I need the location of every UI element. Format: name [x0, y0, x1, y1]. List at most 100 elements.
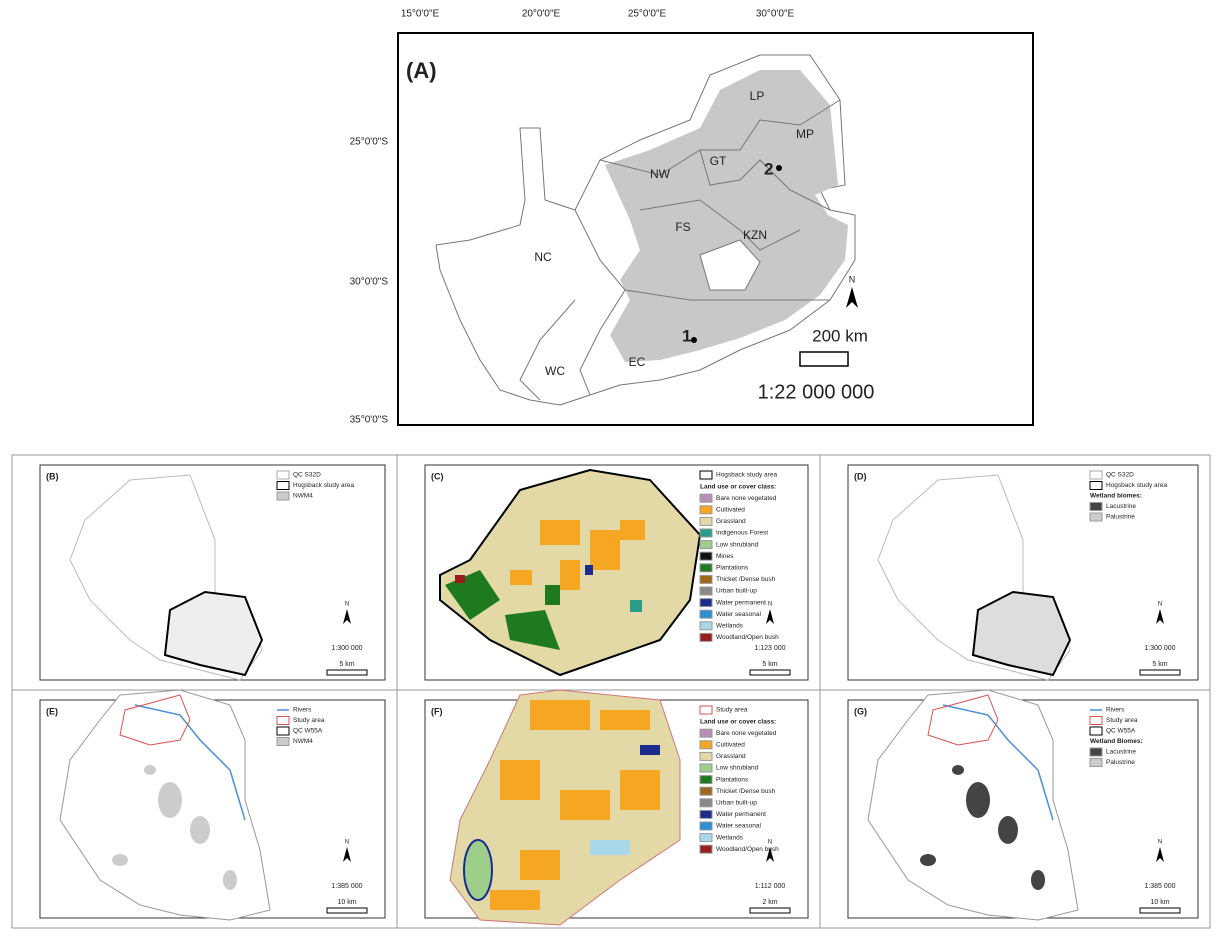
scale-label: 1:385 000: [1144, 883, 1175, 890]
legend-label: NWM4: [293, 493, 313, 500]
legend-swatch: [277, 727, 289, 735]
legend-swatch: [277, 471, 289, 479]
legend-label: Bare none vegetated: [716, 495, 777, 502]
legend-label: Low shrubland: [716, 765, 759, 772]
legend-label: Palustrine: [1106, 759, 1135, 766]
legend-label: Plantations: [716, 565, 749, 572]
scale-label: 1:300 000: [331, 645, 362, 652]
legend-label: QC S32D: [1106, 472, 1134, 479]
north-arrow: [343, 609, 351, 624]
north-label: N: [1158, 840, 1162, 846]
legend-swatch: [1090, 513, 1102, 521]
land-cover-map: [440, 470, 700, 675]
legend-label: Study area: [293, 717, 325, 724]
region-label: WC: [545, 364, 565, 378]
legend-label: Study area: [716, 707, 748, 714]
legend-label: NWM4: [293, 738, 313, 745]
north-arrow: [1156, 847, 1164, 862]
north-arrow: [766, 609, 774, 624]
legend-swatch: [700, 764, 712, 772]
latitude-label: 30°0'0"S: [350, 277, 389, 288]
scale-bar: [750, 908, 790, 913]
legend-swatch: [277, 738, 289, 746]
legend-heading: Wetland Biomes:: [1090, 738, 1143, 745]
legend-swatch: [700, 845, 712, 853]
legend-label: Water permanent: [716, 599, 766, 606]
panel-label: (B): [46, 471, 59, 481]
legend-label: Indigenous Forest: [716, 530, 768, 537]
catchment-map: [878, 475, 1070, 680]
legend-swatch: [700, 610, 712, 618]
site-marker: [776, 165, 782, 171]
legend-swatch: [700, 564, 712, 572]
legend-label: Urban built-up: [716, 800, 757, 807]
legend-label: QC W55A: [1106, 728, 1136, 735]
scale-bar: [327, 670, 367, 675]
legend-label: Grassland: [716, 753, 746, 760]
legend-label: Thicket /Dense bush: [716, 788, 776, 795]
legend-swatch: [1090, 748, 1102, 756]
legend-swatch: [277, 492, 289, 500]
legend-label: Palustrine: [1106, 514, 1135, 521]
site-label: 2: [764, 159, 773, 178]
latitude-label: 35°0'0"S: [350, 415, 389, 426]
scale-bar: [1140, 670, 1180, 675]
legend-heading: Land use or cover class:: [700, 718, 776, 725]
scale-bar-label: 5 km: [1152, 661, 1167, 668]
region-label: FS: [675, 220, 690, 234]
north-arrow: [343, 847, 351, 862]
legend-swatch: [1090, 471, 1102, 479]
scale-bar: [750, 670, 790, 675]
legend-swatch: [700, 471, 712, 479]
legend-swatch: [700, 729, 712, 737]
legend-swatch: [1090, 759, 1102, 767]
longitude-label: 25°0'0"E: [628, 9, 667, 20]
panel-label: (E): [46, 706, 58, 716]
region-label: MP: [796, 127, 814, 141]
panel-label: (F): [431, 706, 443, 716]
legend-swatch: [700, 741, 712, 749]
scale-bar-label: 200 km: [812, 326, 868, 345]
legend-swatch: [700, 552, 712, 560]
scale-bar: [800, 352, 848, 366]
region-label: LP: [750, 89, 765, 103]
legend-swatch: [277, 482, 289, 490]
legend-swatch: [700, 706, 712, 714]
panel-label: (C): [431, 471, 444, 481]
scale-bar: [327, 908, 367, 913]
legend-swatch: [700, 517, 712, 525]
scale-bar: [1140, 908, 1180, 913]
legend-label: Mines: [716, 553, 734, 560]
scale-label: 1:123 000: [754, 645, 785, 652]
legend-label: Cultivated: [716, 742, 745, 749]
legend-label: Study area: [1106, 717, 1138, 724]
legend-label: Hogsback study area: [1106, 482, 1167, 489]
legend-swatch: [700, 506, 712, 514]
north-label: N: [849, 274, 856, 284]
north-label: N: [1158, 602, 1162, 608]
legend-label: Thicket /Dense bush: [716, 576, 776, 583]
legend-swatch: [700, 810, 712, 818]
region-label: EC: [629, 355, 646, 369]
legend-label: Water permanent: [716, 811, 766, 818]
legend-swatch: [700, 633, 712, 641]
scale-label: 1:385 000: [331, 883, 362, 890]
legend-label: Lacustrine: [1106, 503, 1136, 510]
region-label: GT: [710, 154, 727, 168]
north-label: N: [345, 602, 349, 608]
scale-bar-label: 5 km: [339, 661, 354, 668]
figure: (A)15°0'0"E20°0'0"E25°0'0"E30°0'0"E25°0'…: [0, 0, 1217, 929]
catchment-map: [868, 690, 1078, 920]
legend-label: Low shrubland: [716, 541, 759, 548]
legend-swatch: [700, 822, 712, 830]
scale-bar-label: 5 km: [762, 661, 777, 668]
catchment-map: [70, 475, 262, 680]
legend-label: Rivers: [293, 707, 312, 714]
legend-label: Cultivated: [716, 507, 745, 514]
legend-swatch: [700, 575, 712, 583]
legend-swatch: [700, 494, 712, 502]
scale-label: 1:300 000: [1144, 645, 1175, 652]
legend-label: Water seasonal: [716, 823, 761, 830]
scale-label: 1:112 000: [755, 883, 786, 890]
longitude-label: 20°0'0"E: [522, 9, 561, 20]
